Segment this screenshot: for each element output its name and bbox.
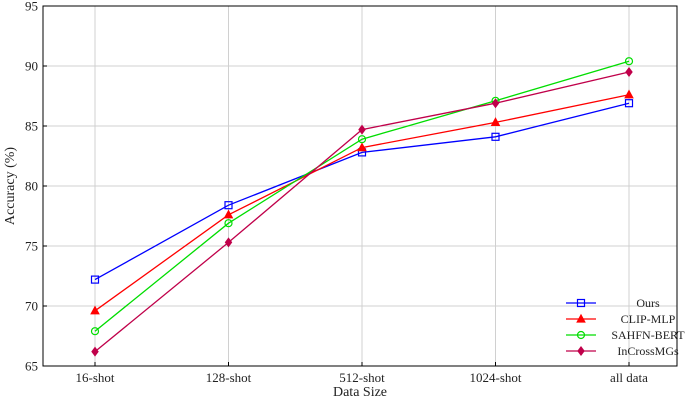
x-tick-label: 128-shot (206, 370, 252, 385)
legend: Ours CLIP-MLP SAHFN-BERT InCrossMGs (566, 296, 685, 358)
y-axis-title: Accuracy (%) (3, 147, 18, 225)
data-point-clip-mlp (624, 89, 634, 99)
legend-label: Ours (636, 296, 660, 310)
data-point-sahfn-bert (624, 57, 634, 66)
legend-label: SAHFN-BERT (611, 328, 685, 342)
grid (43, 5, 677, 367)
data-point-sahfn-bert (357, 135, 367, 144)
data-point-clip-mlp (490, 117, 501, 127)
series-ours (90, 99, 634, 284)
y-tick-label: 90 (25, 59, 38, 74)
x-tick-label: 16-shot (76, 370, 115, 385)
x-axis-title: Data Size (333, 385, 387, 400)
data-point-ours (90, 275, 100, 284)
legend-item-sahfn-bert: SAHFN-BERT (566, 328, 685, 342)
series-line-ours (94, 102, 630, 281)
data-point-incrossmgs (91, 346, 99, 357)
x-tick-label: 512-shot (339, 370, 385, 385)
series-clip-mlp (90, 89, 634, 315)
series-lines (90, 57, 634, 357)
x-tick-label: 1024-shot (470, 370, 522, 385)
y-tick-label: 70 (25, 299, 38, 314)
data-point-incrossmgs (491, 98, 500, 109)
data-point-ours (624, 99, 634, 108)
legend-item-clip-mlp: CLIP-MLP (566, 312, 676, 326)
data-point-ours (224, 201, 233, 210)
data-point-ours (491, 132, 500, 141)
legend-label: InCrossMGs (617, 344, 679, 358)
data-point-sahfn-bert (224, 219, 233, 228)
legend-swatch-marker (576, 313, 586, 323)
series-line-sahfn-bert (94, 60, 630, 332)
data-point-incrossmgs (625, 67, 633, 77)
axis-ticks: 16-shot 128-shot 512-shot 1024-shot all data… (25, 0, 648, 385)
legend-label: CLIP-MLP (621, 312, 676, 326)
data-point-clip-mlp (357, 142, 367, 152)
data-point-sahfn-bert (90, 327, 100, 336)
legend-swatch-marker (576, 330, 586, 340)
data-point-clip-mlp (223, 209, 234, 219)
legend-item-ours: Ours (566, 296, 660, 310)
legend-item-incrossmgs: InCrossMGs (566, 344, 679, 358)
legend-swatch-marker (577, 346, 585, 356)
data-point-clip-mlp (90, 305, 100, 315)
x-tick-label: all data (610, 370, 648, 385)
y-tick-label: 75 (25, 239, 38, 254)
y-tick-label: 65 (25, 359, 38, 374)
series-sahfn-bert (90, 57, 634, 336)
y-tick-label: 80 (25, 179, 38, 194)
legend-swatch-marker (576, 298, 586, 308)
data-point-incrossmgs (358, 124, 366, 135)
series-incrossmgs (91, 67, 633, 357)
y-tick-label: 95 (25, 0, 38, 14)
data-point-incrossmgs (224, 237, 233, 248)
y-tick-label: 85 (25, 119, 38, 134)
